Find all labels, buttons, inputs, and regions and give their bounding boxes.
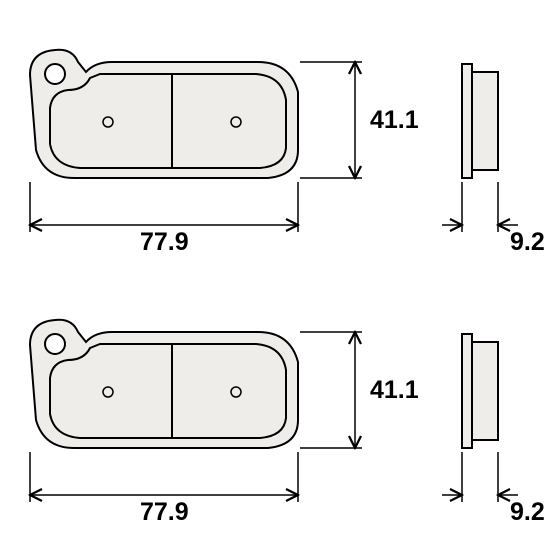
brake-pad-dimension-diagram: 41.1 77.9 9.2 41.1 77.9 9.2 — [0, 0, 560, 542]
label-top-width: 77.9 — [140, 228, 189, 257]
dim-top-thickness — [442, 182, 518, 232]
brake-pad-bottom-side — [462, 334, 498, 448]
brake-pad-top-front — [30, 50, 298, 178]
brake-pad-top-side — [462, 64, 498, 178]
label-bottom-width: 77.9 — [140, 498, 189, 527]
label-top-height: 41.1 — [370, 106, 419, 135]
diagram-svg — [0, 0, 560, 542]
label-top-thickness: 9.2 — [510, 228, 545, 257]
brake-pad-bottom-front — [30, 320, 298, 448]
dim-top-width — [30, 182, 298, 232]
label-bottom-thickness: 9.2 — [510, 498, 545, 527]
dim-bottom-thickness — [442, 452, 518, 502]
dim-top-height — [300, 62, 362, 178]
label-bottom-height: 41.1 — [370, 376, 419, 405]
dim-bottom-height — [300, 332, 362, 448]
dim-bottom-width — [30, 452, 298, 502]
